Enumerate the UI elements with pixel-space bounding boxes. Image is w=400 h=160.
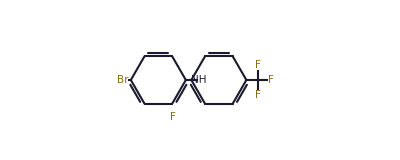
Text: F: F bbox=[255, 90, 261, 100]
Text: F: F bbox=[170, 112, 176, 122]
Text: F: F bbox=[255, 60, 261, 70]
Text: Br: Br bbox=[118, 75, 129, 85]
Text: NH: NH bbox=[191, 75, 206, 85]
Text: F: F bbox=[268, 75, 274, 85]
